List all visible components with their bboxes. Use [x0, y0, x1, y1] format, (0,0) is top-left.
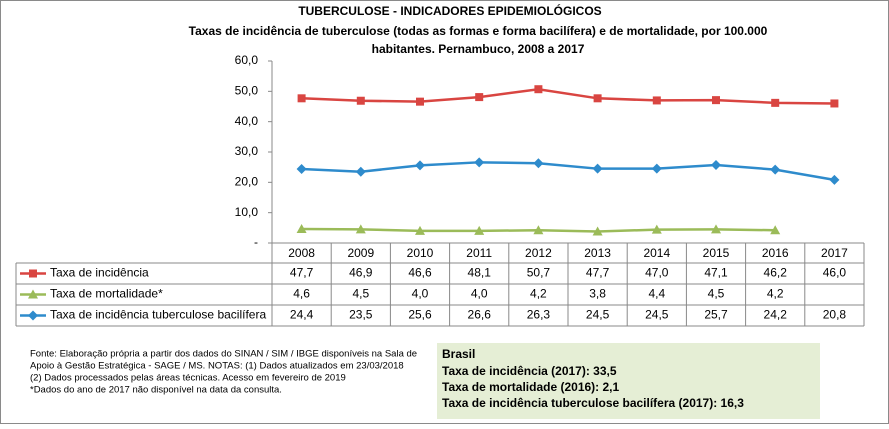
- point: [416, 97, 424, 106]
- point: [770, 164, 781, 175]
- table-value: 4,4: [648, 287, 665, 301]
- table-value: 47,0: [645, 266, 669, 280]
- x-tick-label: 2013: [584, 246, 611, 260]
- point: [474, 225, 485, 235]
- table-value: 25,6: [408, 308, 432, 322]
- legend-label: Taxa de incidência tuberculose bacilífer…: [50, 308, 266, 322]
- point: [829, 174, 840, 185]
- point: [592, 163, 603, 174]
- table-value: 24,2: [764, 308, 788, 322]
- brasil-title: Brasil: [442, 347, 475, 361]
- footnote: (2) Dados processados pelas áreas técnic…: [30, 373, 346, 384]
- point: [651, 224, 662, 234]
- table-value: 24,4: [290, 308, 314, 322]
- table-value: 46,2: [764, 266, 788, 280]
- table-value: 50,7: [527, 266, 551, 280]
- series-line: [301, 161, 835, 182]
- x-tick-label: 2009: [347, 246, 374, 260]
- table-value: 4,5: [352, 287, 369, 301]
- table-value: 46,6: [408, 266, 432, 280]
- y-tick-label: 10,0: [235, 205, 259, 219]
- table-value: 4,0: [412, 287, 429, 301]
- table-value: 23,5: [349, 308, 373, 322]
- table-value: 3,8: [589, 287, 606, 301]
- point: [651, 163, 662, 174]
- x-tick-label: 2016: [762, 246, 789, 260]
- point: [474, 157, 485, 168]
- point: [475, 93, 484, 102]
- brasil-line: Taxa de incidência tuberculose bacilífer…: [442, 396, 744, 410]
- point: [296, 224, 307, 234]
- table-value: 26,6: [468, 308, 492, 322]
- table-value: 47,7: [586, 266, 610, 280]
- chart-subtitle: Taxas de incidência de tuberculose (toda…: [189, 24, 768, 38]
- legend-marker: [28, 289, 38, 299]
- x-tick-label: 2014: [643, 246, 670, 260]
- point: [592, 226, 603, 236]
- legend-label: Taxa de mortalidade*: [50, 287, 163, 301]
- table-value: 4,2: [530, 287, 547, 301]
- x-tick-label: 2012: [525, 246, 552, 260]
- series-line: [301, 87, 835, 105]
- y-tick-label: 60,0: [235, 53, 259, 67]
- point: [593, 94, 602, 103]
- footnote: Fonte: Elaboração própria a partir dos d…: [30, 349, 417, 360]
- table-value: 20,8: [823, 308, 847, 322]
- table-value: 24,5: [586, 308, 610, 322]
- footnote: *Dados do ano de 2017 não disponível na …: [30, 385, 282, 396]
- point: [355, 166, 366, 177]
- point: [296, 163, 307, 174]
- point: [770, 225, 781, 235]
- x-tick-label: 2017: [821, 246, 848, 260]
- x-tick-label: 2015: [703, 246, 730, 260]
- legend-marker: [29, 269, 37, 278]
- legend-label: Taxa de incidência: [50, 266, 149, 280]
- x-tick-label: 2011: [466, 246, 492, 260]
- legend-marker: [28, 310, 38, 321]
- y-tick-label: 50,0: [235, 84, 259, 98]
- y-tick-label: 20,0: [235, 175, 259, 189]
- point: [415, 225, 425, 235]
- table-value: 4,0: [471, 287, 488, 301]
- point: [355, 224, 366, 234]
- footnote: Apoio à Gestão Estratégica - SAGE / MS. …: [30, 361, 404, 372]
- chart-title: TUBERCULOSE - INDICADORES EPIDEMIOLÓGICO…: [298, 3, 601, 18]
- table-value: 25,7: [704, 308, 728, 322]
- x-tick-label: 2010: [407, 246, 434, 260]
- y-tick-label: 40,0: [235, 114, 259, 128]
- point: [297, 94, 306, 103]
- table-value: 46,9: [349, 266, 373, 280]
- point: [711, 224, 721, 234]
- chart-subtitle: habitantes. Pernambuco, 2008 a 2017: [372, 42, 585, 56]
- brasil-line: Taxa de incidência (2017): 33,5: [442, 364, 617, 378]
- point: [415, 160, 425, 171]
- point: [830, 99, 839, 108]
- y-tick-label: 30,0: [235, 144, 259, 158]
- brasil-line: Taxa de mortalidade (2016): 2,1: [442, 380, 620, 394]
- point: [534, 85, 543, 94]
- point: [771, 98, 780, 107]
- point: [712, 96, 720, 105]
- table-value: 46,0: [823, 266, 847, 280]
- point: [533, 158, 544, 169]
- point: [711, 160, 721, 171]
- y-tick-label: -: [254, 235, 258, 249]
- table-value: 4,2: [767, 287, 784, 301]
- point: [533, 225, 544, 235]
- point: [356, 96, 365, 105]
- table-value: 48,1: [468, 266, 492, 280]
- table-value: 47,7: [290, 266, 314, 280]
- point: [652, 96, 661, 105]
- table-value: 4,5: [708, 287, 725, 301]
- table-value: 4,6: [293, 287, 310, 301]
- table-value: 24,5: [645, 308, 669, 322]
- table-value: 47,1: [704, 266, 728, 280]
- x-tick-label: 2008: [288, 246, 315, 260]
- table-value: 26,3: [527, 308, 551, 322]
- brasil-box: [437, 343, 820, 419]
